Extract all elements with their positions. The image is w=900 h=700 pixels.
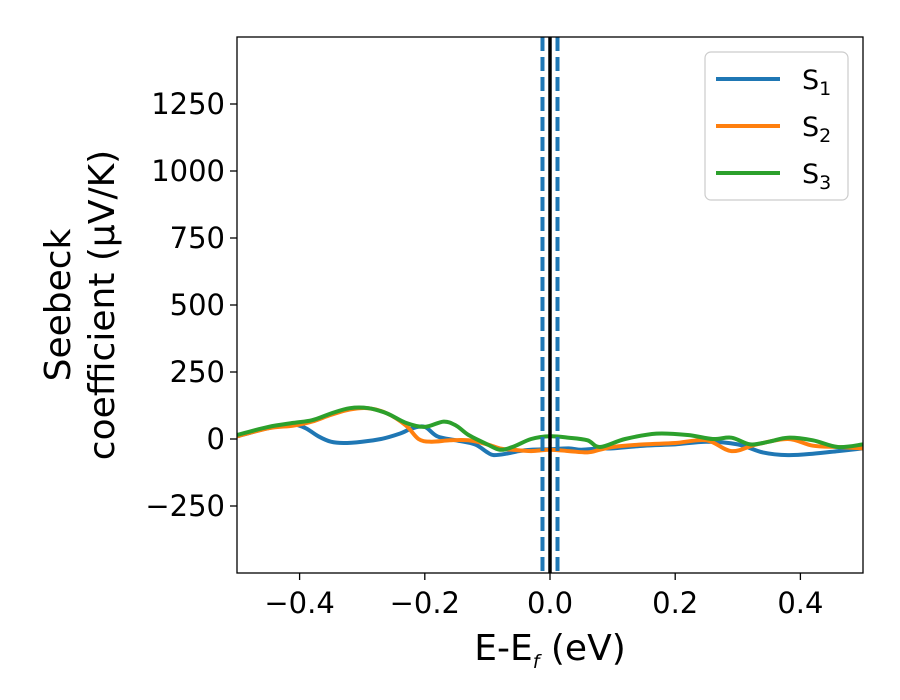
series-line-s3 [237,405,863,452]
y-tick-label: 1250 [151,87,225,121]
y-tick-label: 750 [170,221,225,255]
y-axis-title: Seebeck coefficient (μV/K) [38,150,123,460]
y-axis-title-line2: coefficient (μV/K) [82,150,123,460]
y-tick-label: 250 [170,355,225,389]
plot-area [237,37,863,573]
y-tick-label: 0 [207,422,225,456]
x-tick-label: −0.2 [390,586,460,620]
legend-label-s2: S2 [802,112,831,147]
x-tick-label: −0.4 [264,586,334,620]
axis-ticks: −0.4 −0.2 0.0 0.2 0.4 −250 0 250 500 750 1000 1250 [145,87,823,620]
x-tick-label: 0.2 [652,586,698,620]
legend-label-s3: S3 [802,159,831,194]
y-tick-label: 1000 [151,154,225,188]
y-tick-label: 500 [170,288,225,322]
y-axis-title-line1: Seebeck [38,228,79,381]
y-tick-label: −250 [145,489,225,523]
x-tick-label: 0.4 [777,586,823,620]
x-axis-title: E-Ef (eV) [474,628,626,673]
x-tick-label: 0.0 [527,586,573,620]
legend: S1 S2 S3 [704,51,849,201]
legend-label-s1: S1 [802,65,831,100]
